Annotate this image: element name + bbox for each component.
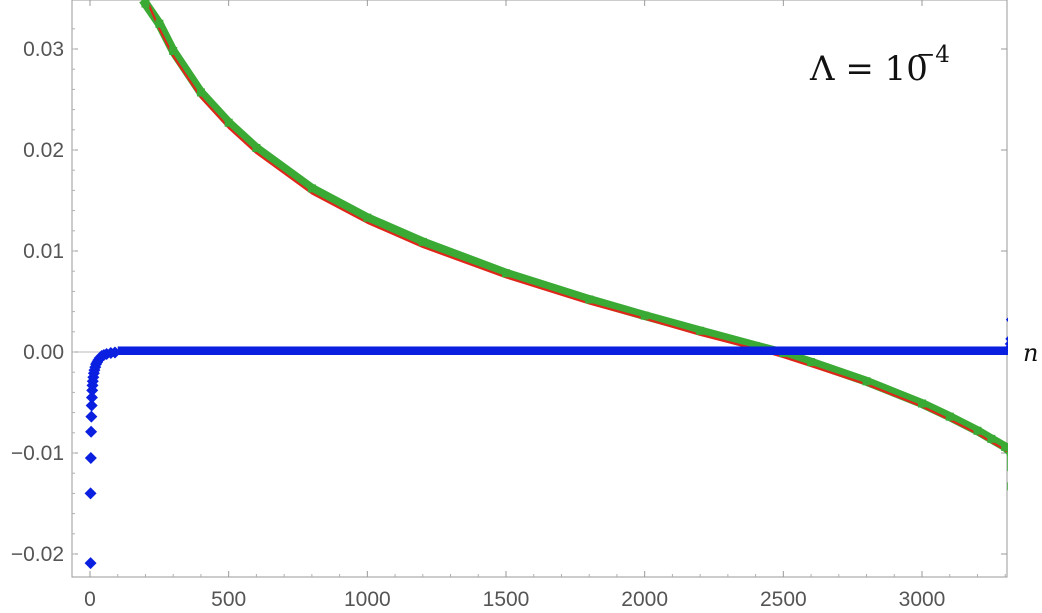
green-point bbox=[155, 19, 164, 28]
green-point bbox=[1001, 442, 1008, 451]
green-point bbox=[196, 88, 205, 97]
blue-point bbox=[85, 425, 98, 438]
green-point bbox=[987, 434, 996, 443]
y-tick-label: −0.01 bbox=[11, 442, 64, 465]
lambda-annotation: Λ = 10 bbox=[809, 49, 928, 89]
green-point bbox=[1007, 457, 1008, 466]
y-tick-label: 0.00 bbox=[23, 341, 64, 364]
green-point bbox=[1007, 452, 1008, 461]
green-point bbox=[363, 213, 372, 222]
x-axis-label: n bbox=[1023, 339, 1038, 367]
green-point bbox=[696, 326, 705, 335]
x-tick-label: 1000 bbox=[344, 588, 391, 611]
y-tick-label: 0.03 bbox=[23, 38, 64, 61]
blue-point bbox=[85, 391, 98, 404]
blue-point bbox=[84, 557, 97, 570]
x-tick-label: 0 bbox=[84, 588, 96, 611]
green-point bbox=[807, 358, 816, 367]
chart-labels: 0.03 0.02 0.01 0.00 −0.01 −0.02 0 500 1000 1500 20… bbox=[11, 38, 1039, 611]
green-point bbox=[1007, 482, 1008, 491]
blue-point bbox=[1005, 336, 1008, 342]
green-point bbox=[945, 412, 954, 421]
blue-point bbox=[108, 346, 121, 359]
green-point bbox=[640, 311, 649, 320]
y-tick-label: −0.02 bbox=[11, 543, 64, 566]
x-tick-label: 500 bbox=[211, 588, 246, 611]
green-point bbox=[918, 399, 926, 408]
blue-point bbox=[85, 410, 98, 423]
green-point bbox=[585, 295, 594, 304]
blue-point bbox=[84, 452, 97, 465]
x-tick-label: 2500 bbox=[760, 588, 807, 611]
plot-frame bbox=[71, 0, 1008, 578]
green-point bbox=[169, 47, 178, 56]
green-point bbox=[307, 184, 316, 193]
green-point bbox=[502, 269, 510, 278]
green-point bbox=[224, 118, 233, 127]
green-point bbox=[1007, 463, 1008, 472]
y-tick-label: 0.01 bbox=[23, 240, 64, 263]
series-blue-band bbox=[117, 346, 1008, 355]
green-point bbox=[141, 0, 150, 8]
green-point bbox=[751, 341, 760, 350]
blue-point bbox=[84, 487, 97, 500]
green-point bbox=[862, 377, 871, 386]
blue-point bbox=[1005, 317, 1008, 322]
green-point bbox=[252, 143, 261, 152]
lambda-exponent: −4 bbox=[916, 42, 950, 68]
x-tick-label: 3000 bbox=[899, 588, 946, 611]
x-tick-label: 2000 bbox=[621, 588, 668, 611]
green-point bbox=[973, 426, 982, 435]
y-tick-label: 0.02 bbox=[23, 139, 64, 162]
blue-point bbox=[1004, 340, 1008, 348]
x-tick-label: 1500 bbox=[483, 588, 530, 611]
green-point bbox=[1006, 447, 1008, 456]
chart-marks bbox=[84, 0, 1008, 570]
green-point bbox=[418, 237, 427, 246]
blue-point bbox=[85, 399, 98, 412]
